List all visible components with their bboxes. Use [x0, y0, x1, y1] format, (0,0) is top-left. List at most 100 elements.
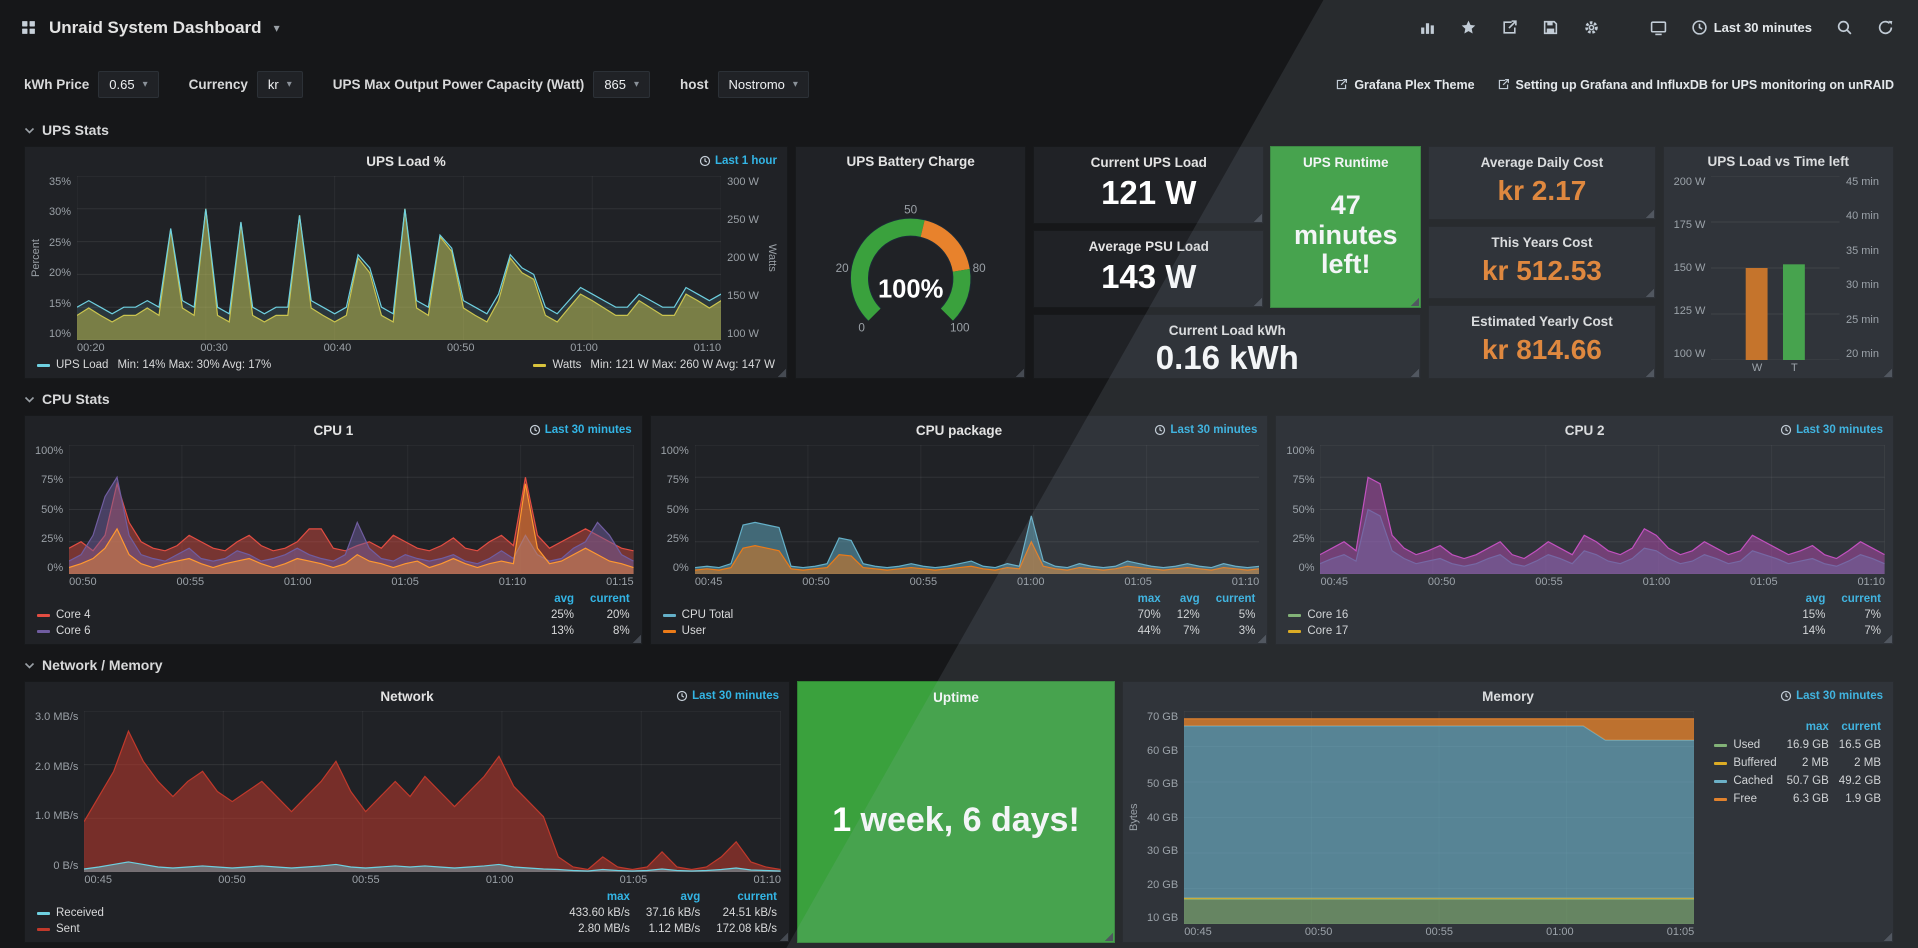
refresh-button[interactable]	[1873, 15, 1898, 40]
legend-column-header[interactable]: avg	[1179, 593, 1200, 605]
panel-title[interactable]: CPU 1	[313, 423, 354, 438]
panel-title[interactable]: Memory	[1482, 689, 1534, 704]
time-range-picker[interactable]: Last 30 minutes	[1687, 15, 1816, 40]
plot-area	[1320, 445, 1886, 574]
settings-button[interactable]	[1579, 15, 1604, 40]
legend-column-header[interactable]: current	[1841, 721, 1881, 733]
panel-time-range[interactable]: Last 30 minutes	[529, 424, 632, 436]
legend-column-header[interactable]: avg	[1805, 593, 1826, 605]
plot-area	[84, 711, 781, 872]
section-network-memory[interactable]: Network / Memory	[0, 645, 1918, 681]
clock-icon	[1155, 424, 1166, 436]
legend-column-header[interactable]: current	[1215, 593, 1256, 605]
legend-column-header[interactable]: current	[1841, 593, 1882, 605]
tv-mode-button[interactable]	[1646, 15, 1671, 40]
panel-title[interactable]: UPS Load vs Time left	[1707, 154, 1850, 169]
panel-time-range[interactable]: Last 1 hour	[699, 155, 777, 167]
link-grafana-plex-theme[interactable]: Grafana Plex Theme	[1335, 78, 1475, 92]
dashboard-title[interactable]: Unraid System Dashboard	[49, 17, 262, 37]
legend-item[interactable]: Cached	[1714, 775, 1776, 787]
link-grafana-influxdb-guide[interactable]: Setting up Grafana and InfluxDB for UPS …	[1497, 78, 1894, 92]
panel-title[interactable]: Current UPS Load	[1090, 155, 1207, 170]
zoom-out-button[interactable]	[1832, 15, 1857, 40]
variable-value-dropdown[interactable]: 865 ▾	[593, 71, 651, 98]
panel-title[interactable]: Uptime	[933, 690, 979, 705]
legend-item[interactable]: Core 6	[37, 625, 535, 637]
variable-value-dropdown[interactable]: Nostromo ▾	[717, 71, 809, 98]
axis-tick: 50%	[41, 503, 64, 516]
legend-column-header[interactable]: avg	[680, 891, 701, 903]
variable-value-dropdown[interactable]: kr ▾	[256, 71, 303, 98]
legend-item[interactable]: Received	[37, 907, 553, 919]
legend-item[interactable]: Free	[1714, 793, 1776, 805]
legend-column-header[interactable]: max	[606, 891, 630, 903]
app-grid-icon[interactable]	[20, 19, 37, 36]
legend-item[interactable]: Core 4	[37, 609, 535, 621]
legend-item[interactable]: CPU Total	[662, 609, 1122, 621]
star-button[interactable]	[1456, 15, 1481, 40]
axis-tick: 200 W	[1673, 176, 1706, 188]
legend-item[interactable]: Core 17	[1288, 625, 1786, 637]
legend-swatch	[533, 363, 547, 367]
link-label: Setting up Grafana and InfluxDB for UPS …	[1515, 77, 1894, 92]
panel-time-range[interactable]: Last 30 minutes	[1154, 424, 1257, 436]
axis-tick: 01:00	[1016, 576, 1045, 588]
axis-tick: 150 W	[727, 290, 759, 302]
legend-item[interactable]: Used	[1714, 739, 1776, 751]
panel-title[interactable]: This Years Cost	[1491, 234, 1593, 250]
axis-tick: 01:00	[283, 576, 312, 588]
axis-tick: 75%	[666, 474, 689, 487]
panel-title[interactable]: CPU package	[915, 423, 1003, 438]
panel-title[interactable]: UPS Runtime	[1302, 155, 1389, 170]
legend-column-header[interactable]: current	[590, 593, 630, 605]
axis-tick: 30%	[49, 206, 72, 219]
panel-title[interactable]: Average Daily Cost	[1480, 155, 1604, 170]
y-axis-left: 100% 75% 50% 25% 0%	[29, 445, 69, 574]
legend-value: 433.60 kB/s	[569, 907, 630, 919]
panel-title[interactable]: Estimated Yearly Cost	[1471, 314, 1613, 330]
panel-title[interactable]: UPS Load %	[366, 154, 446, 169]
title-caret-icon[interactable]: ▾	[273, 20, 280, 35]
panel-title[interactable]: Average PSU Load	[1088, 239, 1209, 254]
panel-time-range[interactable]: Last 30 minutes	[676, 690, 779, 702]
legend-label: CPU Total	[681, 609, 734, 621]
legend-item[interactable]: Watts Min: 121 W Max: 260 W Avg: 147 W	[533, 359, 775, 371]
legend-value: 172.08 kB/s	[716, 923, 777, 935]
section-ups-stats[interactable]: UPS Stats	[0, 110, 1918, 146]
stat-value: 1 week, 6 days!	[832, 800, 1080, 839]
legend-item[interactable]: Core 16	[1288, 609, 1786, 621]
ups-load-chart: Percent 35% 30% 25% 20% 15% 10% 300 W 250 W 200 W…	[25, 172, 787, 358]
y-axis-title: Watts	[765, 244, 778, 272]
legend-item[interactable]: User	[662, 625, 1122, 637]
clock-icon	[1692, 20, 1707, 35]
cpu1-chart: 100% 75% 50% 25% 0% 00:50 00:55 01:00 01:05 01:10…	[25, 441, 642, 592]
panel-time-range[interactable]: Last 30 minutes	[1780, 424, 1883, 436]
axis-tick: 150 W	[1673, 262, 1706, 274]
legend-column-header[interactable]: avg	[554, 593, 575, 605]
legend-column-header[interactable]: max	[1805, 721, 1829, 733]
cpu2-legend: avg current Core 16 15% 7% Core 17 14% 7%	[1276, 592, 1893, 644]
section-cpu-stats[interactable]: CPU Stats	[0, 379, 1918, 415]
y-axis-title: Bytes	[1128, 803, 1140, 832]
legend-column-header[interactable]: max	[1137, 593, 1161, 605]
legend-item[interactable]: Sent	[37, 923, 553, 935]
variable-value-dropdown[interactable]: 0.65 ▾	[98, 71, 159, 98]
axis-tick: 01:00	[485, 874, 514, 886]
share-button[interactable]	[1497, 15, 1522, 40]
panel-title[interactable]: Current Load kWh	[1168, 323, 1286, 338]
axis-tick: 60 GB	[1147, 744, 1179, 757]
panel-time-range[interactable]: Last 30 minutes	[1780, 690, 1883, 702]
save-button[interactable]	[1538, 15, 1563, 40]
panel-title[interactable]: CPU 2	[1564, 423, 1605, 438]
y-axis-right: 300 W 250 W 200 W 150 W 100 W	[721, 176, 765, 340]
legend-swatch	[1288, 629, 1302, 633]
legend-item[interactable]: UPS Load Min: 14% Max: 30% Avg: 17%	[37, 359, 271, 371]
panel-title[interactable]: Network	[380, 689, 434, 704]
axis-tick: 00:50	[446, 342, 475, 354]
axis-tick: 25%	[666, 532, 689, 545]
legend-item[interactable]: Buffered	[1714, 757, 1777, 769]
panel-title[interactable]: UPS Battery Charge	[846, 154, 975, 169]
legend-value: 16.5 GB	[1838, 739, 1881, 751]
legend-column-header[interactable]: current	[737, 891, 777, 903]
add-panel-button[interactable]	[1415, 15, 1440, 40]
